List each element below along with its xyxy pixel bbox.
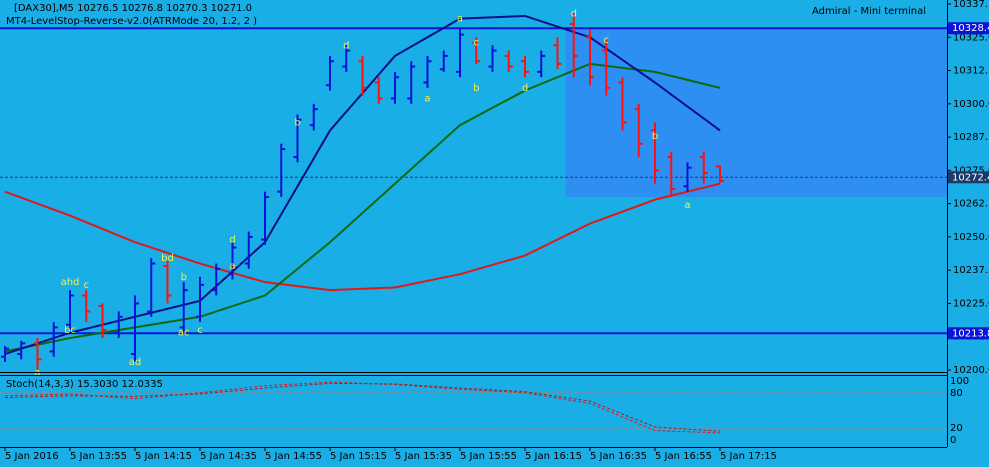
y-tick-label: 10237.5 xyxy=(953,265,989,276)
x-tick-label: 5 Jan 16:55 xyxy=(655,451,712,462)
layer xyxy=(565,28,947,197)
annotation: b xyxy=(473,83,479,94)
y-tick-label: 10200.0 xyxy=(953,365,989,376)
x-tick-label: 5 Jan 15:35 xyxy=(395,451,452,462)
terminal-label: Admiral - Mini terminal xyxy=(812,6,926,17)
level-label: 10328.4 xyxy=(952,23,989,34)
zone xyxy=(565,28,947,197)
annotation: ad xyxy=(129,357,141,368)
annotation: c xyxy=(604,35,610,46)
annotation: b xyxy=(294,117,300,128)
level-label-box xyxy=(948,327,989,340)
y-tick-label: 10312.5 xyxy=(953,66,989,77)
stoch-tick-label: 100 xyxy=(950,376,969,387)
current-price-label: 10272.4 xyxy=(952,172,989,183)
annotation: ahd xyxy=(61,277,80,288)
y-tick-label: 10250.0 xyxy=(953,232,989,243)
x-tick-label: 5 Jan 14:15 xyxy=(135,451,192,462)
y-tick-label: 10287.5 xyxy=(953,132,989,143)
x-tick-label: 5 Jan 14:35 xyxy=(200,451,257,462)
y-tick-label: 10325.0 xyxy=(953,32,989,43)
indicator-label: MT4-LevelStop-Reverse-v2.0(ATRMode 20, 1… xyxy=(6,16,257,27)
annotation: a xyxy=(34,368,40,379)
y-tick-label: 10337.5 xyxy=(953,0,989,10)
annotation: a xyxy=(457,14,463,25)
x-tick-label: 5 Jan 15:55 xyxy=(460,451,517,462)
stoch-tick-label: 0 xyxy=(950,435,956,446)
annotation: c xyxy=(474,38,480,49)
moving-average xyxy=(4,182,721,292)
y-tick-label: 10262.5 xyxy=(953,199,989,210)
x-tick-label: 5 Jan 13:55 xyxy=(70,451,127,462)
annotation: c xyxy=(84,280,90,291)
stoch-tick-label: 20 xyxy=(950,423,963,434)
x-tick-label: 5 Jan 16:35 xyxy=(590,451,647,462)
annotation: d xyxy=(229,235,235,246)
annotation: a xyxy=(229,261,235,272)
x-tick-label: 5 Jan 16:15 xyxy=(525,451,582,462)
chart-title: [DAX30],M5 10276.5 10276.8 10270.3 10271… xyxy=(14,3,252,14)
annotation: ac xyxy=(178,328,190,339)
annotation: c xyxy=(197,325,203,336)
moving-average xyxy=(4,62,721,353)
annotation: a xyxy=(684,200,690,211)
y-tick-label: 10225.0 xyxy=(953,298,989,309)
x-tick-label: 5 Jan 17:15 xyxy=(720,451,777,462)
annotation: d xyxy=(522,83,528,94)
y-tick-label: 10300.0 xyxy=(953,99,989,110)
y-tick-label: 10275.0 xyxy=(953,165,989,176)
annotation: d xyxy=(343,40,349,51)
level-label-box xyxy=(948,22,989,35)
level-label: 10213.8 xyxy=(952,328,989,339)
annotation: a xyxy=(424,93,430,104)
x-tick-label: 5 Jan 15:15 xyxy=(330,451,387,462)
stoch-tick-label: 80 xyxy=(950,388,963,399)
annotation: b xyxy=(181,272,187,283)
annotation: d xyxy=(571,8,577,19)
stoch-label: Stoch(14,3,3) 15.3030 12.0335 xyxy=(6,379,163,390)
current-price-box xyxy=(948,171,989,184)
annotation: bd xyxy=(161,253,174,264)
x-tick-label: 5 Jan 14:55 xyxy=(265,451,322,462)
annotation: b xyxy=(652,131,658,142)
x-tick-label: 5 Jan 2016 xyxy=(5,451,59,462)
annotation: bc xyxy=(64,325,76,336)
